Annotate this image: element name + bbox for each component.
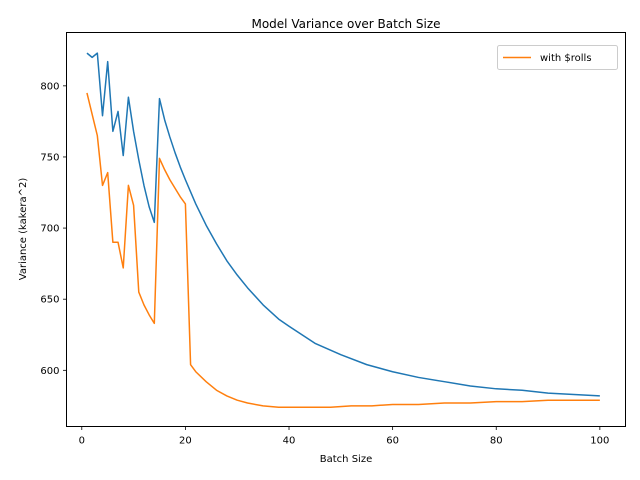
x-tick-label: 0 [79,436,85,447]
y-axis-ticks: 600 650 700 750 800 [40,81,67,377]
x-axis-label: Batch Size [320,454,372,465]
x-tick-label: 60 [386,436,399,447]
x-tick-label: 100 [590,436,609,447]
y-tick-label: 800 [40,81,59,92]
x-tick-label: 80 [490,436,503,447]
legend-box [497,45,618,70]
y-tick-label: 600 [40,366,59,377]
legend-label-with-rolls: with $rolls [540,53,592,64]
x-axis-ticks: 0 20 40 60 80 100 [79,426,609,447]
y-axis-label: Variance (kakera^2) [18,178,29,281]
legend: with $rolls [497,45,618,70]
x-tick-label: 20 [179,436,192,447]
series-lines [86,52,600,409]
y-tick-label: 650 [40,295,59,306]
series-line-variance [86,52,600,397]
plot-frame [66,32,626,427]
x-tick-label: 40 [283,436,296,447]
y-tick-label: 750 [40,152,59,163]
y-tick-label: 700 [40,224,59,235]
series-line-with-rolls [86,92,600,409]
chart-title: Model Variance over Batch Size [251,17,440,31]
